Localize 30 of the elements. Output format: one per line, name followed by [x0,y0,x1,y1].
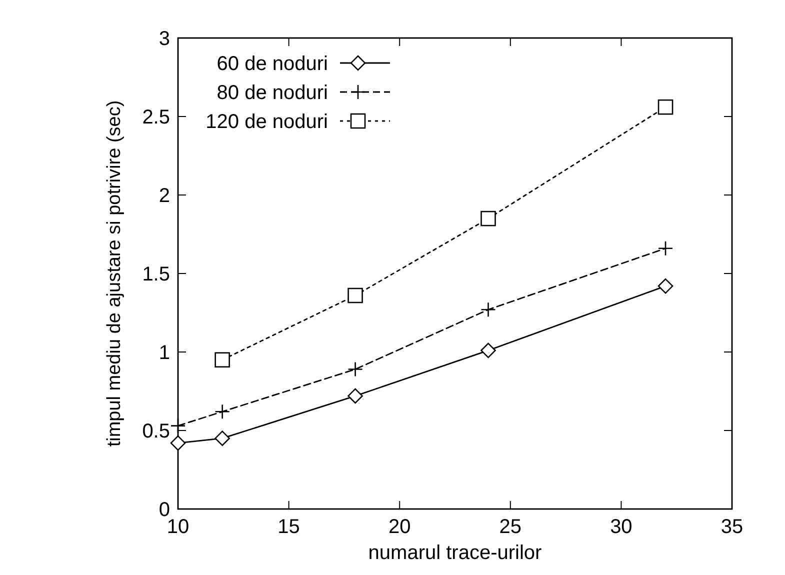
y-tick-label: 1.5 [142,264,170,286]
x-tick-label: 30 [610,516,632,538]
point [348,388,363,404]
point [348,288,363,304]
y-tick-label: 0.5 [142,420,170,442]
y-tick-label: 2.5 [142,106,170,128]
x-tick-label: 20 [388,516,411,538]
y-tick-label: 3 [158,28,170,50]
point [348,362,363,377]
point [658,99,674,115]
x-tick-label: 25 [499,516,522,538]
x-axis-title: numarul trace-urilor [368,542,542,564]
point [480,210,496,226]
legend-label: 120 de noduri [206,111,328,133]
point [214,430,230,446]
point [480,302,496,318]
point [170,435,186,451]
legend-label: 60 de noduri [216,53,328,75]
x-tick-label: 15 [278,516,300,538]
legend-label: 80 de noduri [216,82,328,104]
point [658,240,674,256]
y-tick-label: 2 [158,185,170,207]
point [658,278,674,294]
point [214,352,230,368]
point [480,342,496,358]
x-tick-label: 35 [720,516,744,538]
y-axis-title: timpul mediu de ajustare si potrivire (sec) [104,100,125,447]
point [214,404,230,420]
y-tick-label: 1 [158,342,170,364]
point [170,418,186,434]
